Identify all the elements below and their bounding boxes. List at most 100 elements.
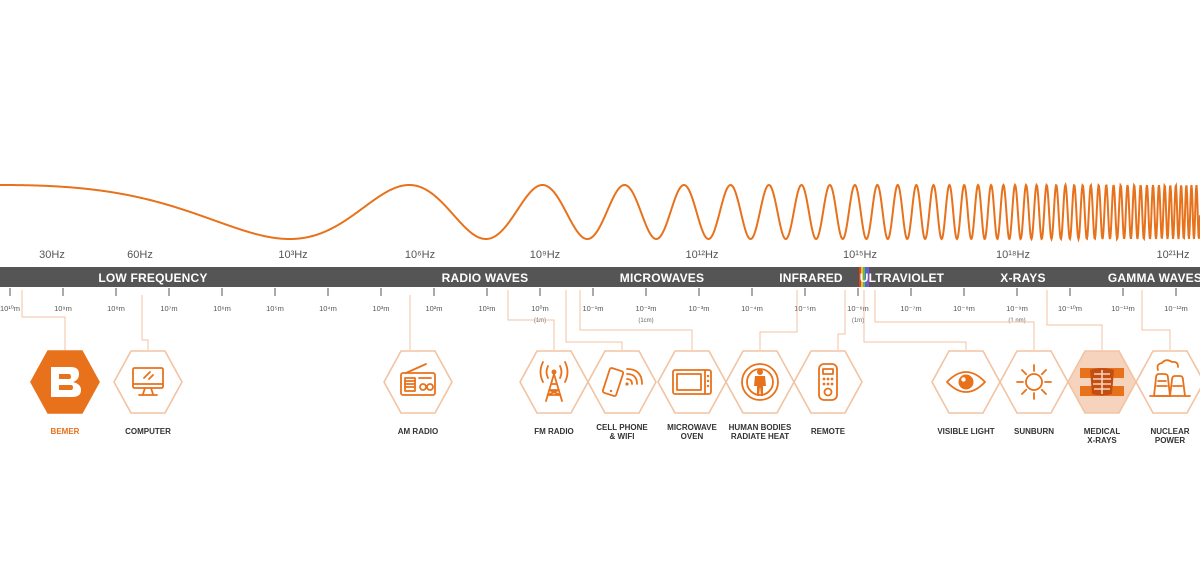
wavelength-label: 10⁻⁴m	[741, 304, 763, 313]
wavelength-label: 10⁻⁸m	[953, 304, 975, 313]
label-xrays-line2: X-RAYS	[1087, 436, 1117, 445]
hexagon-badge	[519, 350, 589, 414]
freq-label-1e6hz: 10⁶Hz	[405, 249, 435, 261]
wavelength-label: 10⁻¹²m	[1164, 304, 1188, 313]
hexagon-badge	[793, 350, 863, 414]
connector-fm-radio	[507, 290, 555, 350]
freq-label-1e3hz: 10³Hz	[278, 249, 307, 261]
wavelength-label: 10⁻¹⁰m	[1058, 304, 1082, 313]
frequency-labels: 30Hz 60Hz 10³Hz 10⁶Hz 10⁹Hz 10¹²Hz 10¹⁵H…	[39, 249, 1189, 261]
spectrum-wave	[0, 182, 1200, 243]
item-remote	[793, 350, 863, 414]
hexagon-badge	[999, 350, 1069, 414]
item-nuclear-power	[1135, 350, 1200, 414]
sun-ray	[1021, 369, 1028, 376]
item-medical-xrays	[1067, 350, 1137, 414]
wavelength-label: 10⁻⁵m	[794, 304, 816, 313]
band-low-frequency: LOW FREQUENCY	[98, 271, 207, 285]
spectrum-band-bar	[0, 267, 1200, 287]
label-sunburn: SUNBURN	[1014, 427, 1054, 436]
wavelength-label: 10⁰m	[531, 304, 549, 313]
wavelength-sublabel: (1m)	[534, 318, 546, 324]
band-ultraviolet: ULTRAVIOLET	[860, 271, 945, 285]
freq-label-1e18hz: 10¹⁸Hz	[996, 249, 1030, 261]
wavelength-label: 10³m	[372, 304, 389, 313]
wavelength-label: 10⁴m	[319, 304, 337, 313]
wavelength-label: 10⁹m	[54, 304, 72, 313]
microwave-oven-icon	[672, 369, 712, 395]
wavelength-sublabel: (1m)	[852, 318, 864, 324]
label-remote: REMOTE	[811, 427, 846, 436]
wavelength-label: 10⁻²m	[635, 304, 656, 313]
remote-control-icon	[818, 363, 838, 401]
connector-lines	[21, 290, 1171, 350]
sun-icon	[1016, 364, 1052, 400]
wavelength-label: 10⁻⁶m	[847, 304, 869, 313]
freq-label-1e21hz: 10²¹Hz	[1156, 249, 1189, 261]
wavelength-label: 10⁵m	[266, 304, 284, 313]
label-microwave-line2: OVEN	[681, 432, 704, 441]
band-x-rays: X-RAYS	[1000, 271, 1045, 285]
sun-ray	[1021, 388, 1028, 395]
label-visible-light: VISIBLE LIGHT	[937, 427, 994, 436]
item-am-radio	[383, 350, 453, 414]
label-human-heat-line2: RADIATE HEAT	[731, 432, 789, 441]
hexagon-badge	[657, 350, 727, 414]
item-computer	[113, 350, 183, 414]
label-bemer: BEMER	[51, 427, 80, 436]
item-fm-radio	[519, 350, 589, 414]
cell-phone-wifi-icon	[601, 367, 643, 397]
item-microwave-oven	[657, 350, 727, 414]
spectrum-color-strip	[859, 267, 869, 287]
wavelength-label: 10⁷m	[160, 304, 177, 313]
wavelength-label: 10⁸m	[107, 304, 125, 313]
xray-chest-icon	[1080, 368, 1124, 396]
connector-nuclear	[1141, 290, 1171, 350]
label-human-heat-line1: HUMAN BODIES	[729, 423, 792, 432]
sun-ray	[1040, 369, 1047, 376]
label-am-radio: AM RADIO	[398, 427, 438, 436]
wavelength-label: 10⁶m	[213, 304, 231, 313]
wavelength-ticks: 10¹⁰m 10⁹m 10⁸m 10⁷m 10⁶m 10⁵m 10⁴m 10³m 10²m 10¹…	[0, 288, 1188, 324]
item-human-bodies-heat	[725, 350, 795, 414]
label-nuclear-line2: POWER	[1155, 436, 1185, 445]
bemer-logo-icon	[51, 367, 81, 397]
computer-icon	[132, 367, 164, 396]
wavelength-label: 10⁻³m	[688, 304, 709, 313]
freq-label-1e12hz: 10¹²Hz	[685, 249, 718, 261]
fm-radio-tower-icon	[539, 361, 569, 402]
label-computer: COMPUTER	[125, 427, 171, 436]
label-xrays-line1: MEDICAL	[1084, 427, 1121, 436]
item-cell-phone-wifi	[587, 350, 657, 414]
item-labels: BEMER COMPUTER AM RADIO FM RADIO CELL PH…	[51, 423, 1190, 445]
connector-sunburn	[874, 290, 1035, 350]
band-infrared: INFRARED	[779, 271, 843, 285]
label-cell-phone-line2: & WIFI	[610, 432, 635, 441]
freq-label-1e9hz: 10⁹Hz	[530, 249, 560, 261]
eye-icon	[946, 371, 986, 393]
wavelength-label: 10¹⁰m	[0, 304, 20, 313]
freq-label-60hz: 60Hz	[127, 249, 153, 261]
hexagon-badge	[383, 350, 453, 414]
band-microwaves: MICROWAVES	[620, 271, 704, 285]
connector-xrays	[1046, 290, 1103, 350]
sun-ray	[1040, 388, 1047, 395]
nuclear-plant-icon	[1149, 359, 1191, 397]
connector-human-heat	[759, 290, 798, 350]
label-nuclear-line1: NUCLEAR	[1150, 427, 1189, 436]
connector-microwave	[579, 290, 693, 350]
wavelength-sublabel: (1cm)	[638, 318, 653, 324]
connector-cell-phone	[565, 290, 623, 350]
wavelength-label: 10¹m	[478, 304, 495, 313]
connector-computer	[141, 295, 149, 350]
label-cell-phone-line1: CELL PHONE	[596, 423, 648, 432]
connector-bemer	[21, 290, 66, 350]
label-microwave-line1: MICROWAVE	[667, 423, 717, 432]
item-sunburn	[999, 350, 1069, 414]
wavelength-label: 10⁻⁷m	[900, 304, 921, 313]
wavelength-label: 10⁻¹m	[582, 304, 603, 313]
connector-visible-light	[863, 290, 967, 350]
band-labels: LOW FREQUENCY RADIO WAVES MICROWAVES INF…	[98, 271, 1200, 285]
wavelength-label: 10⁻⁹m	[1006, 304, 1028, 313]
